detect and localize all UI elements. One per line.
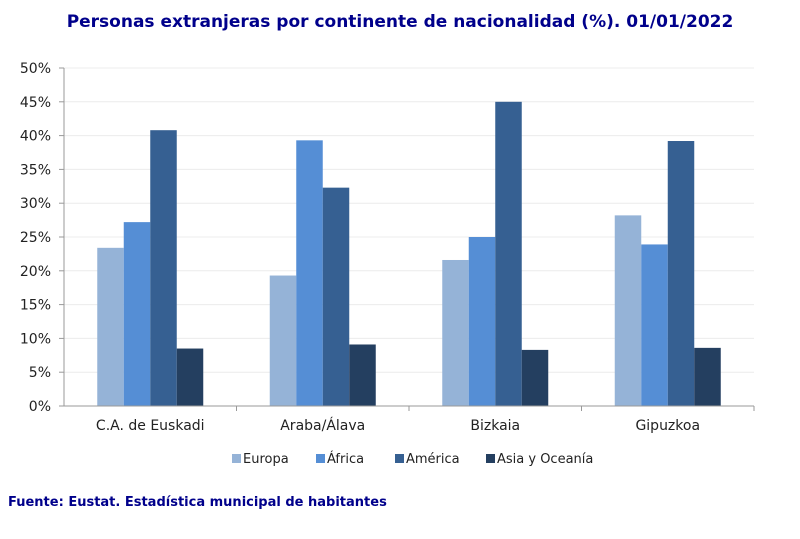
y-tick-label: 45%	[20, 95, 51, 111]
category-label: Gipuzkoa	[635, 418, 700, 434]
bar	[442, 259, 469, 406]
legend: Europa África América Asia y Oceanía	[232, 451, 593, 467]
bar	[468, 237, 496, 406]
bars	[97, 101, 721, 407]
bar	[150, 130, 177, 406]
chart-title: Personas extranjeras por continente de n…	[66, 12, 734, 32]
y-tick-label: 5%	[29, 365, 51, 381]
bar	[176, 348, 204, 406]
y-tick-label: 30%	[20, 196, 51, 212]
bar	[322, 187, 350, 406]
bar	[641, 244, 668, 406]
y-tick-label: 35%	[20, 162, 51, 178]
legend-swatch	[395, 454, 404, 463]
legend-swatch	[232, 454, 241, 463]
legend-swatch	[316, 454, 325, 463]
bar	[349, 344, 376, 406]
legend-label: África	[327, 451, 364, 467]
legend-label: Asia y Oceanía	[497, 452, 593, 467]
y-tick-label: 15%	[20, 298, 51, 314]
legend-label: Europa	[243, 452, 289, 467]
bar	[123, 222, 151, 406]
legend-swatch	[486, 454, 495, 463]
bar	[694, 347, 721, 406]
category-label: Araba/Álava	[280, 417, 365, 434]
y-tick-label: 25%	[20, 230, 51, 246]
legend-label: América	[406, 452, 460, 467]
y-tick-label: 50%	[20, 61, 51, 77]
category-label: C.A. de Euskadi	[96, 418, 205, 434]
y-tick-label: 40%	[20, 129, 51, 145]
y-tick-label: 20%	[20, 264, 51, 280]
y-axis-ticks: 0% 5% 10% 15% 20% 25% 30% 35% 40% 45% 50%	[20, 61, 64, 415]
bar	[521, 349, 549, 406]
bar	[296, 140, 323, 406]
x-axis-labels: C.A. de Euskadi Araba/Álava Bizkaia Gipuzko…	[96, 417, 700, 434]
bar	[269, 275, 297, 406]
y-tick-label: 10%	[20, 331, 51, 347]
axes	[63, 68, 755, 411]
bar	[614, 215, 642, 406]
bar	[667, 141, 695, 406]
bar	[97, 247, 124, 406]
y-tick-label: 0%	[29, 399, 51, 415]
source-note: Fuente: Eustat. Estadística municipal de…	[8, 495, 387, 510]
bar	[495, 101, 522, 407]
category-label: Bizkaia	[470, 418, 520, 434]
